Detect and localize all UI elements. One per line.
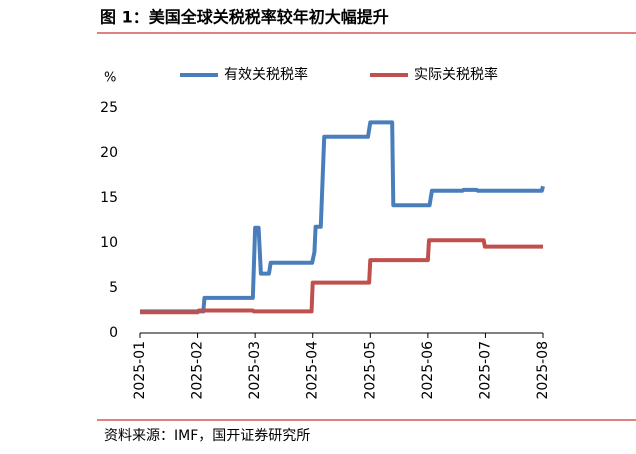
x-tick-label: 2025-03 (247, 341, 263, 400)
x-tick-label: 2025-04 (305, 341, 321, 400)
x-tick-label: 2025-08 (535, 341, 551, 400)
legend-label: 实际关税税率 (414, 66, 498, 83)
y-tick-label: 5 (109, 280, 118, 296)
line-series (140, 238, 543, 315)
source: 资料来源：IMF，国开证券研究所 (104, 428, 310, 444)
y-unit: % (104, 71, 116, 86)
x-tick-label: 2025-06 (420, 341, 436, 400)
x-tick-label: 2025-05 (362, 341, 378, 400)
x-tick-label: 2025-07 (477, 341, 493, 400)
y-tick-label: 15 (100, 190, 118, 206)
x-tick-label: 2025-01 (132, 341, 148, 400)
y-tick-label: 0 (109, 325, 118, 341)
line-series (140, 120, 545, 314)
legend-label: 有效关税税率 (224, 66, 308, 83)
chart-title: 图 1：美国全球关税税率较年初大幅提升 (100, 8, 389, 27)
y-tick-label: 25 (100, 100, 118, 116)
x-tick-label: 2025-02 (190, 341, 206, 400)
y-tick-label: 20 (100, 145, 118, 161)
y-tick-label: 10 (100, 235, 118, 251)
